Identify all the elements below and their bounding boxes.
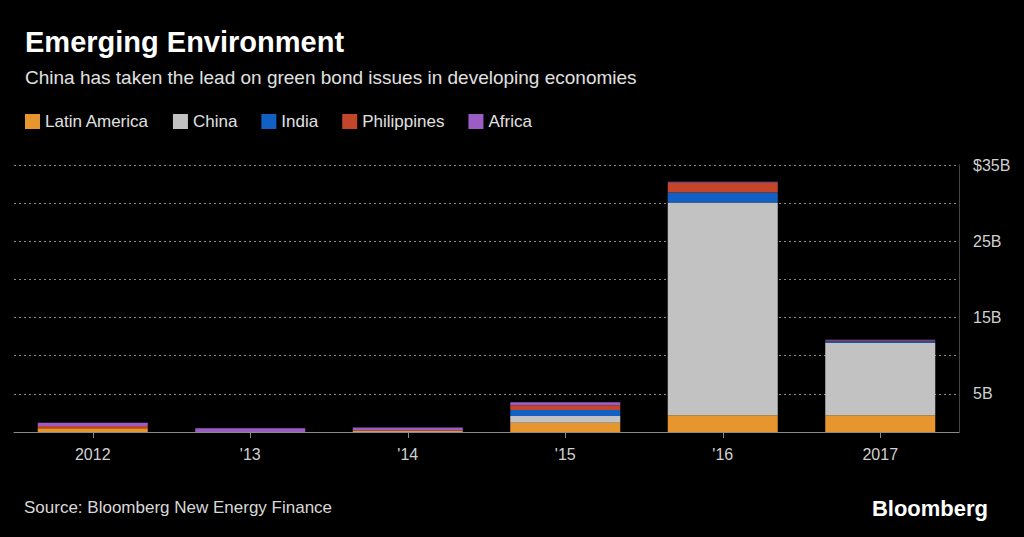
svg-text:Africa: Africa <box>488 112 532 131</box>
svg-text:2017: 2017 <box>862 446 898 463</box>
svg-text:India: India <box>281 112 318 131</box>
svg-text:15B: 15B <box>973 309 1001 326</box>
svg-text:'13: '13 <box>240 446 261 463</box>
svg-text:Emerging Environment: Emerging Environment <box>25 26 344 58</box>
svg-text:25B: 25B <box>973 233 1001 250</box>
svg-text:5B: 5B <box>973 385 993 402</box>
svg-text:'16: '16 <box>712 446 733 463</box>
svg-text:2012: 2012 <box>75 446 111 463</box>
svg-text:'15: '15 <box>555 446 576 463</box>
svg-text:China has taken the lead on gr: China has taken the lead on green bond i… <box>25 67 637 88</box>
svg-text:Latin America: Latin America <box>45 112 149 131</box>
svg-text:Bloomberg: Bloomberg <box>872 496 988 521</box>
svg-text:China: China <box>193 112 238 131</box>
svg-text:$35B: $35B <box>973 157 1010 174</box>
svg-text:Philippines: Philippines <box>362 112 444 131</box>
svg-text:Source: Bloomberg New Energy F: Source: Bloomberg New Energy Finance <box>24 498 332 517</box>
svg-text:'14: '14 <box>397 446 418 463</box>
